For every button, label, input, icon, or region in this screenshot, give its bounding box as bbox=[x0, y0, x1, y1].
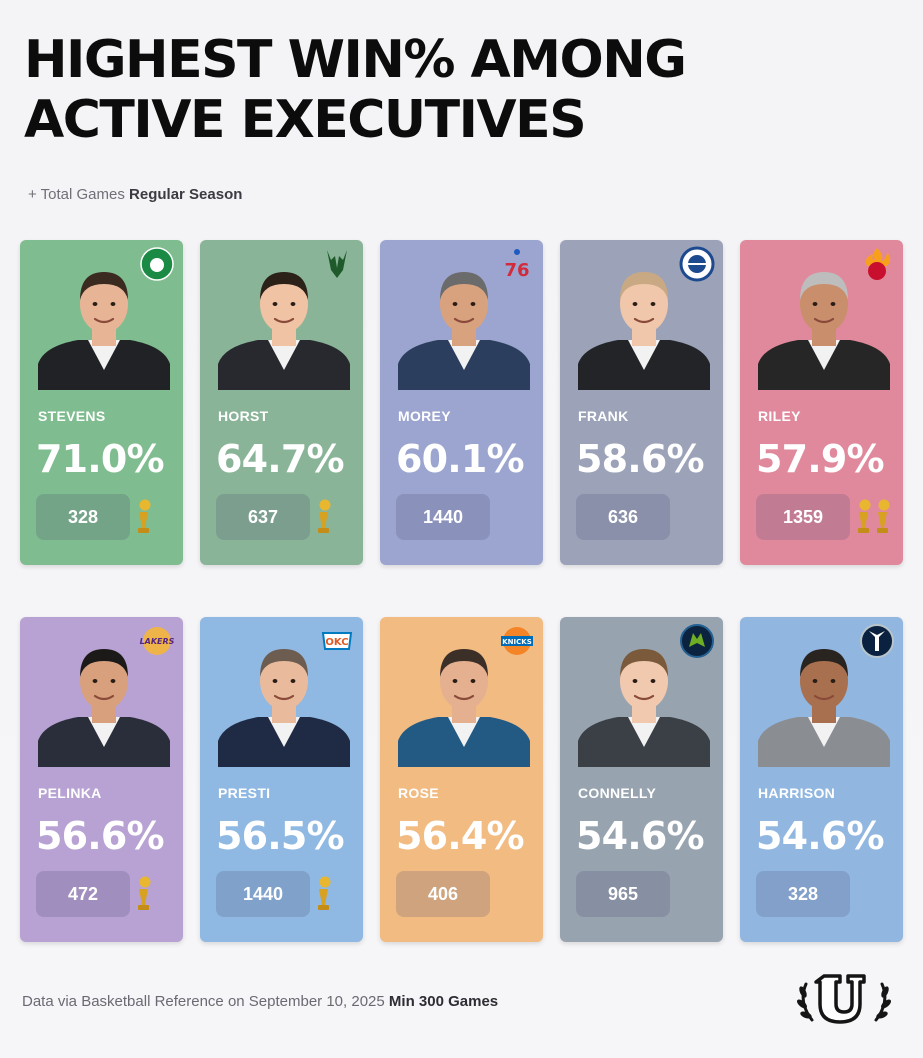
total-games-badge: 965 bbox=[576, 871, 670, 917]
win-percentage: 56.4% bbox=[396, 814, 525, 858]
exec-card-morey: 76 MOREY 60.1% 1440 bbox=[380, 240, 543, 565]
76ers-logo: 76 bbox=[504, 249, 530, 281]
exec-card-rose: KNICKS ROSE 56.4% 406 bbox=[380, 617, 543, 942]
exec-card-stevens: STEVENS 71.0% 328 bbox=[20, 240, 183, 565]
total-games-badge: 637 bbox=[216, 494, 310, 540]
logo-okc-text: OKC bbox=[325, 637, 348, 648]
lakers-logo: LAKERS bbox=[140, 627, 175, 655]
win-percentage: 56.6% bbox=[36, 814, 165, 858]
win-percentage: 58.6% bbox=[576, 437, 705, 481]
subtitle: + Total Games Regular Season bbox=[28, 186, 242, 203]
exec-card-frank: FRANK 58.6% 636 bbox=[560, 240, 723, 565]
clippers-logo bbox=[679, 246, 715, 282]
trophy-icon bbox=[138, 499, 151, 533]
footer-prefix: Data via Basketball Reference on Septemb… bbox=[22, 993, 389, 1010]
executive-photo bbox=[398, 272, 530, 390]
title-line-2: ACTIVE EXECUTIVES bbox=[24, 90, 587, 150]
win-percentage: 71.0% bbox=[36, 437, 165, 481]
championship-trophies bbox=[134, 871, 152, 917]
exec-card-connelly: CONNELLY 54.6% 965 bbox=[560, 617, 723, 942]
logo-76-text: 76 bbox=[504, 260, 529, 281]
championship-trophies bbox=[314, 871, 332, 917]
win-percentage: 57.9% bbox=[756, 437, 885, 481]
logo-lakers-text: LAKERS bbox=[140, 637, 175, 646]
win-percentage: 56.5% bbox=[216, 814, 345, 858]
executive-photo bbox=[218, 272, 350, 390]
executive-photo bbox=[758, 649, 890, 767]
footer-source: Data via Basketball Reference on Septemb… bbox=[22, 993, 498, 1010]
championship-trophies bbox=[854, 494, 891, 540]
exec-name: RILEY bbox=[758, 408, 801, 424]
trophy-icon bbox=[138, 876, 151, 910]
win-percentage: 54.6% bbox=[756, 814, 885, 858]
championship-trophies bbox=[134, 494, 152, 540]
exec-card-pelinka: LAKERS PELINKA 56.6% 472 bbox=[20, 617, 183, 942]
executive-photo bbox=[38, 272, 170, 390]
win-percentage: 60.1% bbox=[396, 437, 525, 481]
trophy-icon bbox=[318, 876, 331, 910]
brand-logo-icon bbox=[797, 974, 891, 1024]
subtitle-prefix: + Total Games bbox=[28, 186, 130, 203]
exec-name: ROSE bbox=[398, 785, 439, 801]
knicks-logo: KNICKS bbox=[501, 627, 533, 655]
celtics-logo bbox=[140, 247, 174, 281]
total-games-badge: 472 bbox=[36, 871, 130, 917]
exec-name: FRANK bbox=[578, 408, 629, 424]
executive-photo bbox=[38, 649, 170, 767]
total-games-badge: 1440 bbox=[216, 871, 310, 917]
total-games-badge: 1440 bbox=[396, 494, 490, 540]
heat-logo bbox=[865, 248, 890, 280]
mavericks-logo bbox=[860, 624, 894, 658]
page-title: HIGHEST WIN% AMONG ACTIVE EXECUTIVES bbox=[24, 30, 687, 150]
bucks-logo bbox=[327, 250, 347, 278]
exec-name: CONNELLY bbox=[578, 785, 657, 801]
logo-knicks-text: KNICKS bbox=[502, 638, 532, 646]
win-percentage: 54.6% bbox=[576, 814, 705, 858]
exec-card-harrison: HARRISON 54.6% 328 bbox=[740, 617, 903, 942]
exec-card-horst: HORST 64.7% 637 bbox=[200, 240, 363, 565]
executive-photo bbox=[758, 272, 890, 390]
exec-card-riley: RILEY 57.9% 1359 bbox=[740, 240, 903, 565]
exec-name: MOREY bbox=[398, 408, 451, 424]
win-percentage: 64.7% bbox=[216, 437, 345, 481]
footer-bold: Min 300 Games bbox=[388, 993, 499, 1010]
exec-name: HARRISON bbox=[758, 785, 836, 801]
executive-photo bbox=[398, 649, 530, 767]
total-games-badge: 328 bbox=[36, 494, 130, 540]
executive-photo bbox=[578, 649, 710, 767]
total-games-badge: 328 bbox=[756, 871, 850, 917]
championship-trophies bbox=[314, 494, 332, 540]
trophy-icon bbox=[877, 499, 890, 533]
exec-name: PRESTI bbox=[218, 785, 271, 801]
exec-name: HORST bbox=[218, 408, 269, 424]
timberwolves-logo bbox=[680, 624, 714, 658]
trophy-icon bbox=[318, 499, 331, 533]
exec-name: PELINKA bbox=[38, 785, 102, 801]
exec-name: STEVENS bbox=[38, 408, 106, 424]
subtitle-bold: Regular Season bbox=[129, 186, 243, 203]
executive-photo bbox=[578, 272, 710, 390]
thunder-logo: OKC bbox=[321, 632, 353, 650]
executive-photo bbox=[218, 649, 350, 767]
total-games-badge: 636 bbox=[576, 494, 670, 540]
total-games-badge: 1359 bbox=[756, 494, 850, 540]
trophy-icon bbox=[858, 499, 871, 533]
executive-grid: STEVENS 71.0% 328 HORST 64.7% 637 76 MOREY 60.1%… bbox=[20, 240, 904, 942]
title-line-1: HIGHEST WIN% AMONG bbox=[24, 30, 687, 90]
total-games-badge: 406 bbox=[396, 871, 490, 917]
exec-card-presti: OKC PRESTI 56.5% 1440 bbox=[200, 617, 363, 942]
